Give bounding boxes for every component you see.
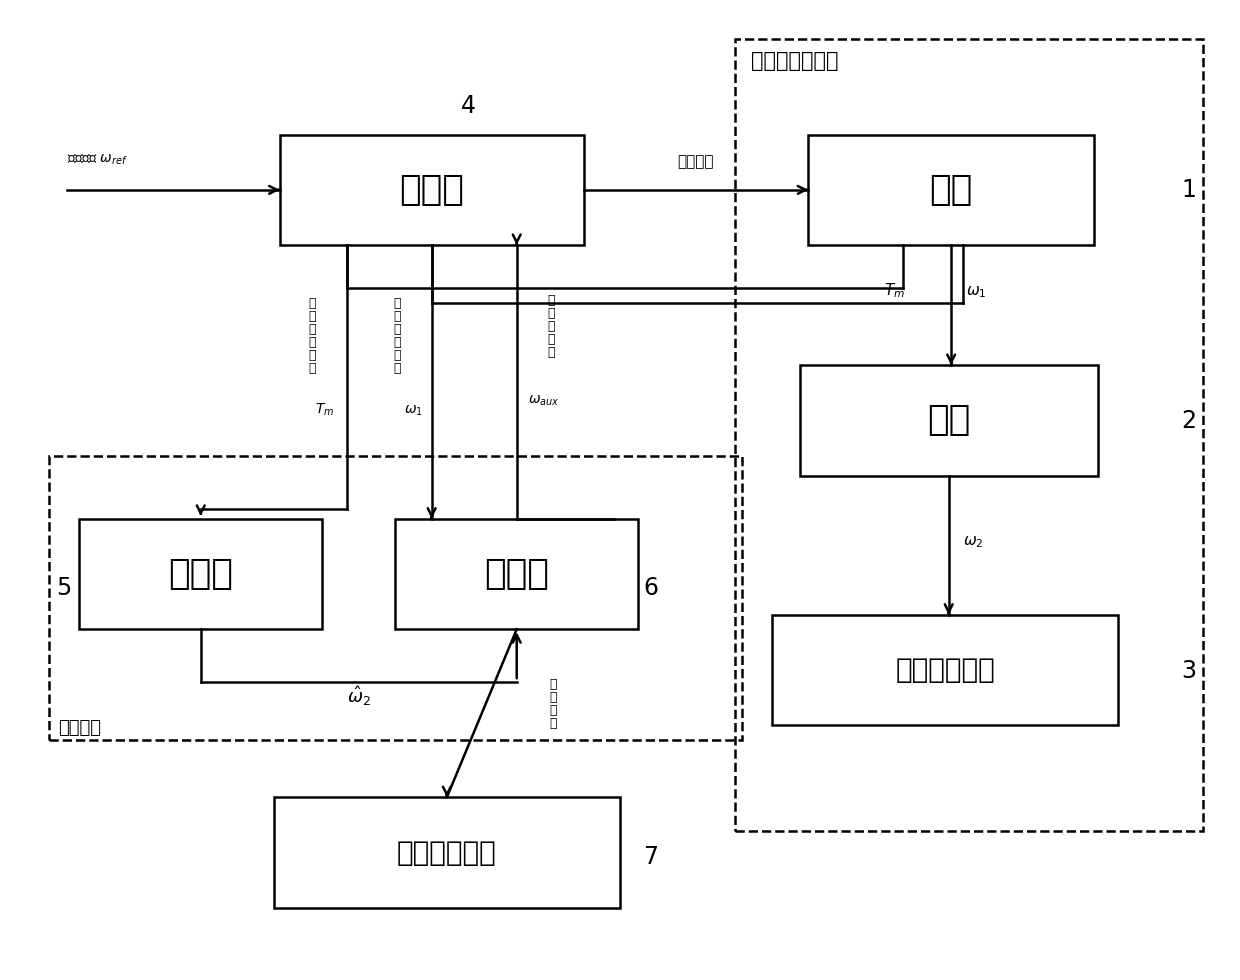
Text: $T_m$: $T_m$ <box>315 401 335 417</box>
FancyBboxPatch shape <box>274 798 620 907</box>
FancyBboxPatch shape <box>280 134 584 245</box>
Text: 顶驱: 顶驱 <box>930 172 972 207</box>
FancyBboxPatch shape <box>771 614 1118 725</box>
Text: 3: 3 <box>1182 659 1197 682</box>
Text: $\omega_2$: $\omega_2$ <box>963 534 983 550</box>
FancyBboxPatch shape <box>79 518 322 629</box>
Text: $\omega_1$: $\omega_1$ <box>404 403 423 417</box>
Text: 控
制
信
号: 控 制 信 号 <box>549 678 557 730</box>
Text: 5: 5 <box>56 576 71 600</box>
Text: 三相电路: 三相电路 <box>678 154 714 169</box>
Text: 观测器: 观测器 <box>169 557 233 591</box>
Text: 人机交互装置: 人机交互装置 <box>397 839 497 866</box>
Text: $T_m$: $T_m$ <box>884 281 905 300</box>
Text: 辅
给
定
输
入: 辅 给 定 输 入 <box>547 294 554 360</box>
Text: 1: 1 <box>1182 178 1197 202</box>
Text: 顶
驱
驱
动
转
速: 顶 驱 驱 动 转 速 <box>394 297 402 375</box>
Text: 钒柱: 钒柱 <box>928 404 971 437</box>
Text: 4: 4 <box>460 94 476 118</box>
Text: $\omega_1$: $\omega_1$ <box>966 284 986 300</box>
Text: 控制装置: 控制装置 <box>58 718 102 737</box>
Text: 6: 6 <box>642 576 658 600</box>
Text: 2: 2 <box>1182 409 1197 433</box>
Text: 控制器: 控制器 <box>485 557 549 591</box>
Text: 顶
驱
驱
动
扭
矩: 顶 驱 驱 动 扭 矩 <box>309 297 316 375</box>
Text: $\omega_{\mathit{aux}}$: $\omega_{\mathit{aux}}$ <box>528 394 559 408</box>
Text: 7: 7 <box>642 845 658 869</box>
Text: 油气井钒柱系统: 油气井钒柱系统 <box>751 51 838 72</box>
Text: 井底钒具组合: 井底钒具组合 <box>895 656 994 684</box>
FancyBboxPatch shape <box>808 134 1094 245</box>
Text: 参考输入 $\omega_{ref}$: 参考输入 $\omega_{ref}$ <box>67 153 128 168</box>
Text: 变频器: 变频器 <box>399 172 464 207</box>
Text: $\hat{\omega}_2$: $\hat{\omega}_2$ <box>347 684 371 709</box>
FancyBboxPatch shape <box>800 366 1097 475</box>
FancyBboxPatch shape <box>396 518 639 629</box>
